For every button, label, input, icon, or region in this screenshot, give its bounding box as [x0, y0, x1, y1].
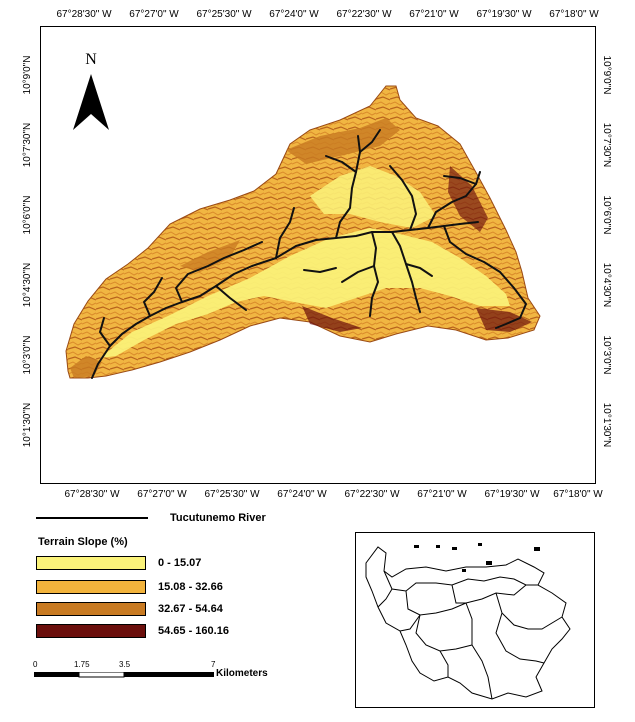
- right-tick: 10°9'0"N: [601, 55, 612, 95]
- scale-unit: Kilometers: [216, 668, 268, 679]
- legend-title: Terrain Slope (%): [38, 536, 128, 548]
- top-tick: 67°28'30" W: [56, 9, 112, 20]
- right-tick: 10°4'30"N: [601, 262, 612, 308]
- inset-map: [355, 532, 595, 708]
- scale-tick-label: 0: [33, 660, 38, 669]
- tucutunemo-river: [91, 129, 527, 379]
- north-label: N: [85, 51, 97, 68]
- left-tick: 10°3'0"N: [22, 335, 33, 375]
- legend-swatch: [36, 624, 146, 638]
- top-tick: 67°27'0" W: [129, 9, 179, 20]
- top-tick: 67°18'0" W: [549, 9, 599, 20]
- right-tick: 10°6'0"N: [601, 195, 612, 235]
- bottom-tick: 67°28'30" W: [64, 489, 120, 500]
- bottom-tick: 67°24'0" W: [277, 489, 327, 500]
- legend-swatch: [36, 580, 146, 594]
- left-tick: 10°7'30"N: [22, 122, 33, 168]
- legend-label: 0 - 15.07: [158, 557, 202, 569]
- bottom-tick: 67°19'30" W: [484, 489, 540, 500]
- legend-swatch: [36, 556, 146, 570]
- bottom-tick: 67°25'30" W: [204, 489, 260, 500]
- top-tick: 67°19'30" W: [476, 9, 532, 20]
- legend-label: 54.65 - 160.16: [158, 625, 229, 637]
- venezuela-outline: [365, 543, 571, 700]
- top-tick: 67°25'30" W: [196, 9, 252, 20]
- left-tick: 10°4'30"N: [22, 262, 33, 308]
- slope-map: N: [65, 51, 541, 379]
- scale-tick-label: 1.75: [74, 660, 90, 669]
- legend-label: 15.08 - 32.66: [158, 581, 223, 593]
- scale-tick-label: 7: [211, 660, 216, 669]
- left-tick: 10°1'30"N: [22, 402, 33, 448]
- right-tick: 10°7'30"N: [601, 122, 612, 168]
- top-tick: 67°22'30" W: [336, 9, 392, 20]
- left-tick: 10°9'0"N: [22, 55, 33, 95]
- river-legend-line: [36, 517, 148, 519]
- watershed-area: [65, 85, 541, 379]
- scale-tick-label: 3.5: [119, 660, 131, 669]
- bottom-tick: 67°18'0" W: [553, 489, 603, 500]
- north-arrow-icon: N: [73, 51, 109, 130]
- legend-label: 32.67 - 54.64: [158, 603, 223, 615]
- top-tick: 67°21'0" W: [409, 9, 459, 20]
- bottom-tick: 67°22'30" W: [344, 489, 400, 500]
- legend-swatch: [36, 602, 146, 616]
- bottom-tick: 67°27'0" W: [137, 489, 187, 500]
- scale-bar: [34, 672, 214, 678]
- river-legend-label: Tucutunemo River: [170, 512, 266, 524]
- left-tick: 10°6'0"N: [22, 195, 33, 235]
- top-tick: 67°24'0" W: [269, 9, 319, 20]
- right-tick: 10°3'0"N: [601, 335, 612, 375]
- right-tick: 10°1'30"N: [601, 402, 612, 448]
- bottom-tick: 67°21'0" W: [417, 489, 467, 500]
